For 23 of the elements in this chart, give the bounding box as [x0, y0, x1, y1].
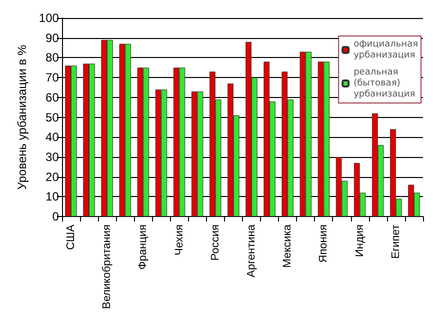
y-tick-label: 60 — [46, 90, 60, 104]
x-tick-label: Япония — [318, 224, 330, 263]
y-tick-label: 30 — [46, 150, 60, 164]
y-tick-label: 50 — [46, 110, 60, 124]
x-tick-label: Египет — [390, 224, 402, 259]
x-tick-label: Индия — [354, 224, 366, 258]
x-tick-label: Чехия — [173, 224, 186, 256]
y-axis-title: Уровень урбанизации в % — [15, 44, 29, 190]
legend-label: официальная урбанизация — [354, 40, 418, 60]
y-tick-label: 100 — [38, 11, 60, 25]
y-tick-label: 80 — [46, 50, 60, 65]
x-tick-label: Мексика — [282, 224, 294, 268]
y-tick-label: 40 — [46, 130, 60, 144]
y-tick-label: 10 — [46, 190, 60, 204]
x-tick-label: Великобритания — [101, 224, 114, 310]
x-tick-label: США — [64, 224, 77, 250]
x-tick-label: Россия — [209, 224, 222, 261]
y-tick-label: 90 — [46, 30, 60, 45]
x-tick-label: Аргентина — [245, 224, 258, 278]
y-tick-label: 20 — [46, 170, 60, 184]
legend-label: реальная (бытовая) урбанизация — [354, 68, 416, 100]
y-tick-label: 70 — [46, 70, 60, 85]
x-tick-label: Франция — [137, 224, 150, 270]
